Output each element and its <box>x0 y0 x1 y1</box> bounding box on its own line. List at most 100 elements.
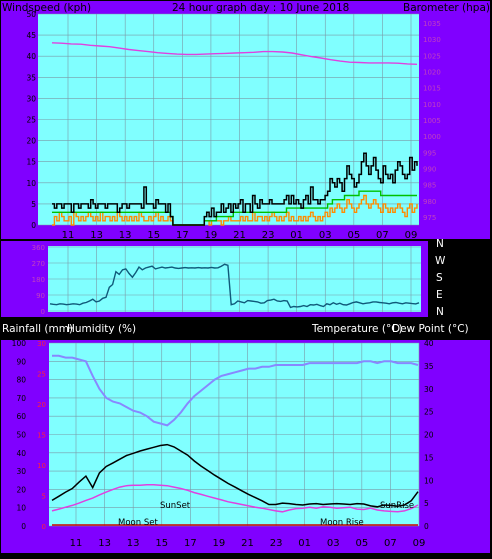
wind-y-tick-label: 45 <box>26 31 36 40</box>
temp-x-tick-label: 09 <box>413 538 426 549</box>
gust-series-line <box>52 194 418 226</box>
rainfall-y-tick-label: 5 <box>42 493 46 501</box>
chart-title: 24 hour graph day : 10 June 2018 <box>172 2 349 14</box>
temperature-y-tick-label: 15 <box>424 453 434 462</box>
temp-x-tick-label: 15 <box>155 538 168 549</box>
wind-x-tick-label: 23 <box>262 230 275 241</box>
wind-x-tick-label: 05 <box>347 230 360 241</box>
wind-x-tick-label: 03 <box>319 230 332 241</box>
right-gap <box>428 241 492 317</box>
wind-x-tick-label: 09 <box>405 230 418 241</box>
temp-x-tick-label: 13 <box>98 538 111 549</box>
temperature-axis-title: Temperature (°C) <box>311 323 403 335</box>
direction-grid <box>48 246 421 312</box>
barometer-y-tick-label: 1020 <box>423 69 441 77</box>
temp-x-tick-label: 07 <box>384 538 397 549</box>
wind-x-tick-label: 11 <box>62 230 75 241</box>
rainfall-y-tick-label: 20 <box>37 401 46 409</box>
direction-y-tick-label: 180 <box>32 276 45 284</box>
temperature-y-tick-label: 35 <box>424 362 434 371</box>
temp-x-tick-label: 19 <box>213 538 226 549</box>
temp-x-tick-label: 03 <box>327 538 340 549</box>
temp-x-tick-label: 17 <box>184 538 197 549</box>
barometer-y-tick-label: 985 <box>423 182 436 190</box>
wind-x-tick-label: 01 <box>290 230 303 241</box>
humidity-y-tick-label: 30 <box>16 467 26 476</box>
wind-y-tick-label: 50 <box>26 10 36 19</box>
humidity-y-tick-label: 20 <box>16 485 26 494</box>
barometer-y-tick-label: 1015 <box>423 85 441 93</box>
temp-x-tick-label: 23 <box>270 538 283 549</box>
direction-y-tick-label: 0 <box>41 308 45 316</box>
temperature-y-tick-label: 20 <box>424 431 434 440</box>
barometer-y-tick-label: 980 <box>423 198 436 206</box>
direction-series-line <box>49 263 420 309</box>
wind-x-tick-label: 15 <box>147 230 160 241</box>
wind-y-tick-label: 35 <box>26 73 36 82</box>
humidity-y-tick-label: 10 <box>16 504 26 513</box>
temp-grid <box>49 342 420 527</box>
barometer-y-tick-label: 995 <box>423 149 436 157</box>
wind-y-tick-label: 10 <box>26 179 36 188</box>
wind-y-tick-label: 40 <box>26 52 36 61</box>
rainfall-y-tick-label: 30 <box>37 340 46 348</box>
rainfall-y-tick-label: 25 <box>37 371 46 379</box>
barometer-y-tick-label: 1035 <box>423 20 441 28</box>
humidity-y-tick-label: 50 <box>16 431 26 440</box>
dewpoint-axis-title: Dew Point (°C) <box>392 323 469 335</box>
barometer-y-tick-label: 1005 <box>423 117 441 125</box>
wind-y-tick-label: 20 <box>26 137 36 146</box>
temp-x-tick-label: 05 <box>355 538 368 549</box>
barometer-y-tick-label: 1025 <box>423 52 441 60</box>
humidity-y-tick-label: 100 <box>12 339 27 348</box>
direction-label-n-top: N <box>436 238 444 250</box>
barometer-y-tick-label: 975 <box>423 214 436 222</box>
sunset-marker: SunSet <box>160 501 191 511</box>
wind-x-tick-label: 07 <box>376 230 389 241</box>
wind-y-tick-label: 30 <box>26 94 36 103</box>
barometer-y-tick-label: 1000 <box>423 133 441 141</box>
humidity-y-tick-label: 70 <box>16 394 26 403</box>
wind-y-tick-label: 25 <box>26 116 36 125</box>
direction-label-s: S <box>436 272 443 284</box>
moonset-marker: Moon Set <box>118 518 158 528</box>
humidity-y-tick-label: 80 <box>16 376 26 385</box>
ticks-layer: 11 13 13 15 17 19 21 23 01 03 05 07 0950454035302520… <box>12 10 441 549</box>
temperature-y-tick-label: 5 <box>424 499 429 508</box>
humidity-y-tick-label: 0 <box>21 522 26 531</box>
temp-x-tick-label: 01 <box>298 538 311 549</box>
wind-x-tick-label: 13 <box>119 230 132 241</box>
direction-y-tick-label: 270 <box>32 260 45 268</box>
temp-x-tick-label: 11 <box>70 538 83 549</box>
wind-series-line <box>52 152 418 226</box>
wind-x-tick-label: 17 <box>176 230 189 241</box>
direction-label-n-bottom: N <box>436 306 444 318</box>
mid-header-bar <box>0 318 492 340</box>
temperature-y-tick-label: 30 <box>424 385 434 394</box>
dew_point-series-line <box>51 484 419 513</box>
humidity-y-tick-label: 90 <box>16 357 26 366</box>
wind-y-tick-label: 15 <box>26 158 36 167</box>
barometer-y-tick-label: 1030 <box>423 36 441 44</box>
wind-x-tick-label: 13 <box>90 230 103 241</box>
moonrise-marker: Moon Rise <box>320 518 364 528</box>
barometer-axis-title: Barometer (hpa) <box>403 2 490 14</box>
windspeed-axis-title: Windspeed (kph) <box>2 2 91 14</box>
rainfall-axis-title: Rainfall (mm) <box>2 323 73 335</box>
temp-x-tick-label: 21 <box>241 538 254 549</box>
barometer-y-tick-label: 1010 <box>423 101 441 109</box>
direction-y-tick-label: 90 <box>36 292 45 300</box>
direction-y-tick-label: 360 <box>32 244 45 252</box>
rainfall-y-tick-label: 15 <box>37 432 46 440</box>
humidity-series-line <box>52 354 419 427</box>
humidity-y-tick-label: 40 <box>16 449 26 458</box>
wind-x-tick-label: 21 <box>233 230 246 241</box>
direction-label-e: E <box>436 289 443 301</box>
rainfall-y-tick-label: 0 <box>42 523 46 531</box>
humidity-y-tick-label: 60 <box>16 412 26 421</box>
wind-x-tick-label: 19 <box>205 230 218 241</box>
temp-x-tick-label: 13 <box>127 538 140 549</box>
humidity-axis-title: Humidity (%) <box>67 323 136 335</box>
wind-y-tick-label: 5 <box>31 200 36 209</box>
